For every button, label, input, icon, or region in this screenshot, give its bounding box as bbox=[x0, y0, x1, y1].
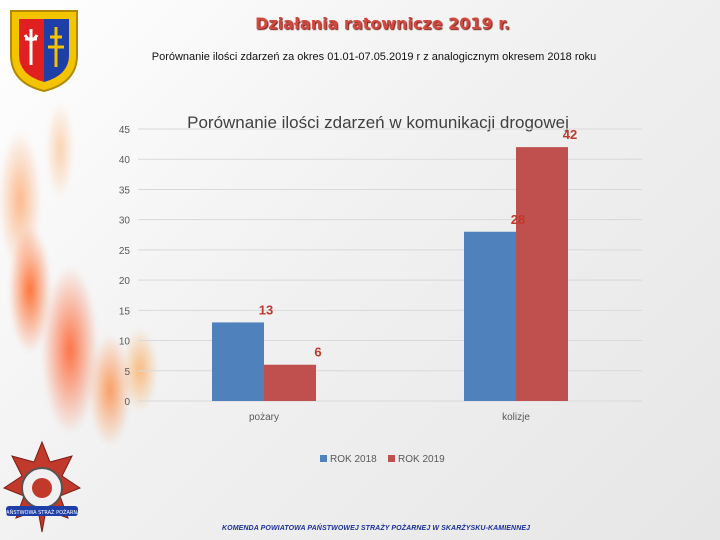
y-tick-label: 25 bbox=[119, 246, 131, 257]
fire-service-badge-icon: PAŃSTWOWA STRAŻ POŻARNA bbox=[2, 440, 81, 533]
y-tick-label: 15 bbox=[119, 306, 131, 317]
y-tick-label: 5 bbox=[124, 367, 130, 378]
chart-title: Porównanie ilości zdarzeń w komunikacji … bbox=[187, 113, 569, 132]
x-tick-label: kolizje bbox=[502, 412, 530, 423]
legend-swatch bbox=[388, 455, 395, 462]
data-label: 13 bbox=[259, 302, 273, 317]
y-tick-label: 0 bbox=[124, 397, 130, 408]
bar bbox=[264, 364, 316, 401]
bar bbox=[464, 231, 516, 401]
legend-swatch bbox=[320, 455, 327, 462]
y-tick-label: 35 bbox=[119, 185, 131, 196]
y-tick-label: 30 bbox=[119, 216, 131, 227]
bar bbox=[516, 147, 568, 401]
x-tick-label: pożary bbox=[249, 412, 279, 423]
y-tick-label: 10 bbox=[119, 337, 131, 348]
y-tick-label: 45 bbox=[119, 125, 131, 136]
legend-label: ROK 2019 bbox=[398, 454, 445, 465]
footer-text: KOMENDA POWIATOWA PAŃSTWOWEJ STRAŻY POŻA… bbox=[222, 525, 531, 532]
page-subtitle: Porównanie ilości zdarzeń za okres 01.01… bbox=[151, 51, 597, 63]
data-label: 28 bbox=[511, 212, 525, 227]
page-title: Działania ratownicze 2019 r. bbox=[255, 14, 510, 33]
coat-of-arms-icon bbox=[10, 10, 78, 93]
legend-label: ROK 2018 bbox=[330, 454, 377, 465]
data-label: 42 bbox=[563, 127, 577, 142]
data-label: 6 bbox=[314, 345, 321, 360]
y-tick-label: 40 bbox=[119, 155, 131, 166]
bar bbox=[212, 322, 264, 401]
badge-text: PAŃSTWOWA STRAŻ POŻARNA bbox=[3, 509, 81, 516]
y-tick-label: 20 bbox=[119, 276, 131, 287]
